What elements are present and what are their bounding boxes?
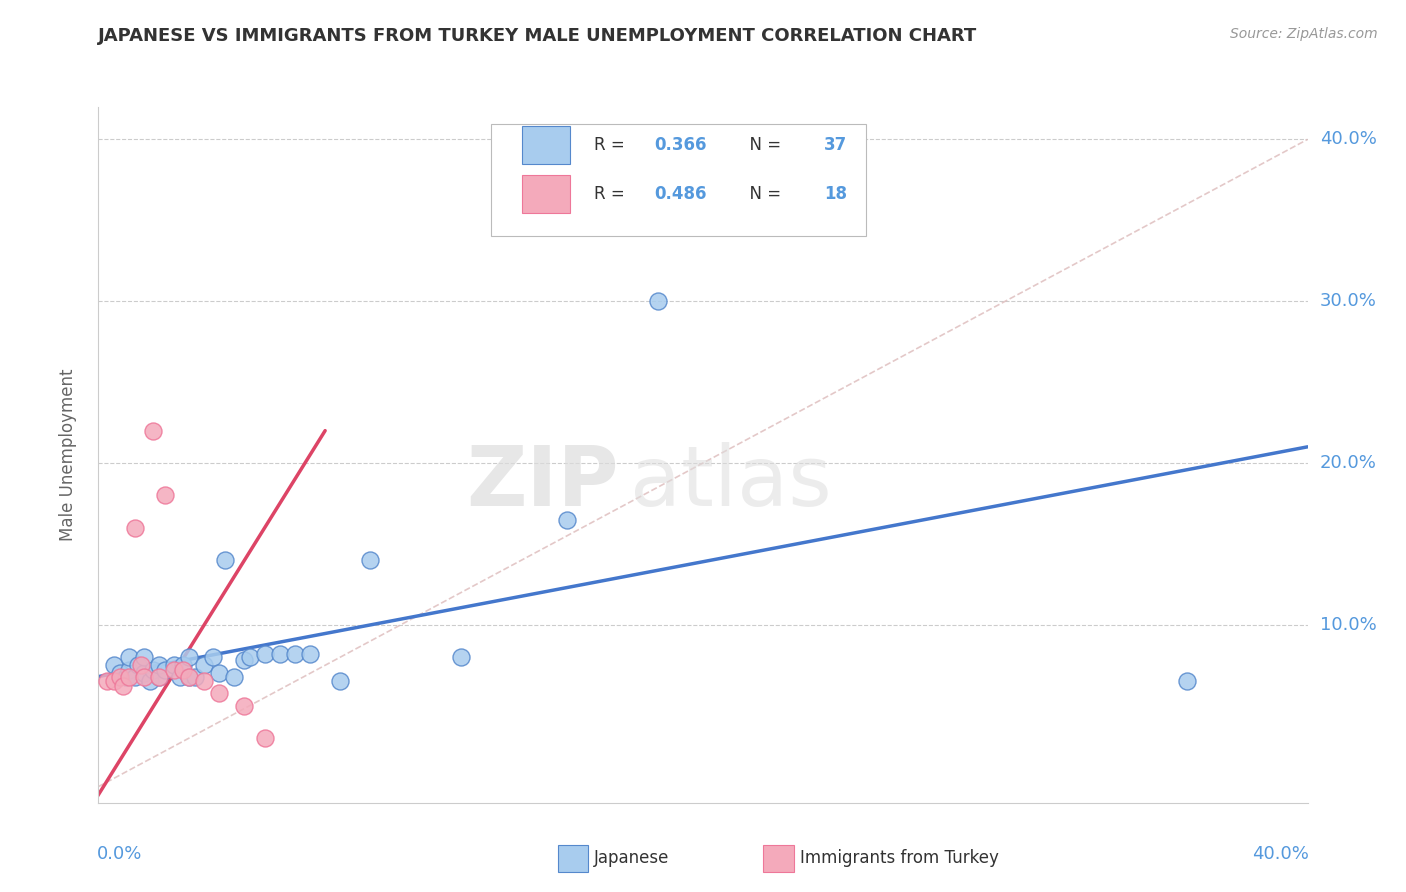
Text: 0.486: 0.486	[655, 186, 707, 203]
Text: 0.366: 0.366	[655, 136, 707, 154]
Point	[129, 658, 152, 673]
Point	[142, 424, 165, 438]
Point	[108, 666, 131, 681]
Point	[124, 521, 146, 535]
Point	[124, 670, 146, 684]
Point	[193, 658, 215, 673]
Point	[232, 698, 254, 713]
Point	[169, 670, 191, 684]
Point	[153, 488, 176, 502]
Point	[148, 670, 170, 684]
Point	[555, 513, 578, 527]
Point	[103, 658, 125, 673]
Point	[360, 553, 382, 567]
Point	[163, 663, 186, 677]
Point	[148, 670, 170, 684]
Point	[172, 658, 194, 673]
Point	[647, 294, 669, 309]
Text: ZIP: ZIP	[465, 442, 619, 524]
Text: R =: R =	[595, 186, 630, 203]
Point	[208, 666, 231, 681]
FancyBboxPatch shape	[522, 126, 569, 164]
Text: 30.0%: 30.0%	[1320, 293, 1376, 310]
FancyBboxPatch shape	[522, 175, 569, 213]
Y-axis label: Male Unemployment: Male Unemployment	[59, 368, 77, 541]
Point	[284, 647, 307, 661]
Text: 37: 37	[824, 136, 848, 154]
Point	[177, 670, 201, 684]
Point	[153, 663, 176, 677]
Text: atlas: atlas	[630, 442, 832, 524]
Point	[269, 647, 291, 661]
Text: N =: N =	[740, 186, 786, 203]
Point	[132, 666, 155, 681]
Point	[163, 658, 186, 673]
Point	[1175, 674, 1198, 689]
FancyBboxPatch shape	[558, 845, 588, 872]
Text: N =: N =	[740, 136, 786, 154]
Point	[132, 650, 155, 665]
Point	[232, 653, 254, 667]
Point	[184, 670, 207, 684]
Point	[118, 650, 141, 665]
Point	[299, 647, 322, 661]
Point	[208, 686, 231, 700]
Point	[132, 670, 155, 684]
Text: Immigrants from Turkey: Immigrants from Turkey	[800, 849, 998, 867]
Point	[142, 663, 165, 677]
Point	[214, 553, 236, 567]
Text: JAPANESE VS IMMIGRANTS FROM TURKEY MALE UNEMPLOYMENT CORRELATION CHART: JAPANESE VS IMMIGRANTS FROM TURKEY MALE …	[98, 27, 977, 45]
Text: 18: 18	[824, 186, 846, 203]
Text: 40.0%: 40.0%	[1320, 130, 1376, 148]
Point	[177, 650, 201, 665]
Point	[253, 731, 276, 745]
Point	[118, 670, 141, 684]
Point	[108, 670, 131, 684]
Point	[202, 650, 225, 665]
Point	[329, 674, 352, 689]
Point	[148, 658, 170, 673]
Point	[96, 674, 118, 689]
Text: 10.0%: 10.0%	[1320, 615, 1376, 634]
Point	[253, 647, 276, 661]
Point	[139, 674, 162, 689]
Point	[172, 663, 194, 677]
Point	[111, 679, 134, 693]
Point	[193, 674, 215, 689]
Point	[239, 650, 262, 665]
Text: 40.0%: 40.0%	[1251, 845, 1309, 863]
Point	[177, 670, 201, 684]
Point	[118, 663, 141, 677]
Text: 0.0%: 0.0%	[97, 845, 142, 863]
Text: R =: R =	[595, 136, 630, 154]
FancyBboxPatch shape	[763, 845, 794, 872]
Point	[224, 670, 246, 684]
Text: 20.0%: 20.0%	[1320, 454, 1376, 472]
Point	[103, 674, 125, 689]
Point	[114, 670, 136, 684]
Text: Source: ZipAtlas.com: Source: ZipAtlas.com	[1230, 27, 1378, 41]
FancyBboxPatch shape	[492, 124, 866, 235]
Text: Japanese: Japanese	[595, 849, 669, 867]
Point	[450, 650, 472, 665]
Point	[127, 658, 149, 673]
